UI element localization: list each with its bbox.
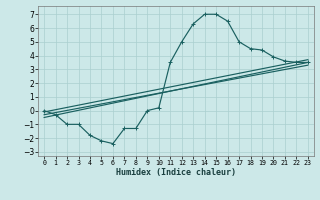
X-axis label: Humidex (Indice chaleur): Humidex (Indice chaleur) [116,168,236,177]
